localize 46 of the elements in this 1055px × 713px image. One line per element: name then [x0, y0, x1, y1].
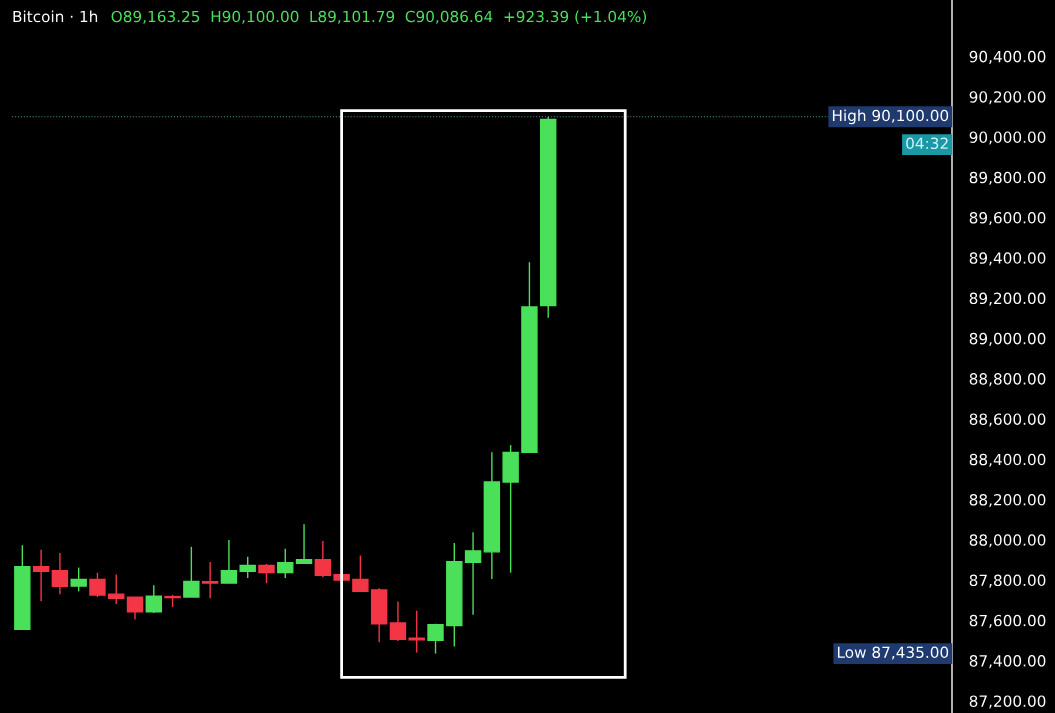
- y-tick-label: 87,800.00: [969, 574, 1046, 588]
- candlestick: [51, 552, 69, 595]
- candlestick: [89, 572, 106, 598]
- annotation: +923.39 (+1.04%): [504, 10, 647, 25]
- y-tick-label: 88,200.00: [969, 493, 1046, 508]
- candlestick: [201, 561, 219, 599]
- y-tick-label: 90,000.00: [969, 131, 1046, 145]
- candlestick: [464, 531, 482, 616]
- y-tick-label: 88,800.00: [969, 373, 1046, 387]
- annotation: C90,086.64: [405, 10, 493, 24]
- annotation: 04:32: [906, 137, 948, 150]
- candlestick: [70, 566, 87, 593]
- annotation: O89,163.25: [111, 10, 200, 24]
- candlestick: [220, 539, 238, 584]
- y-tick-label: 90,400.00: [969, 50, 1046, 64]
- annotation: L89,101.79: [310, 10, 395, 24]
- y-tick-label: 87,600.00: [969, 614, 1046, 628]
- candlestick: [258, 563, 275, 584]
- y-tick-label: 89,400.00: [969, 252, 1046, 266]
- y-tick-label: 89,200.00: [969, 292, 1046, 306]
- y-tick-label: 88,400.00: [969, 453, 1046, 467]
- candlestick: [314, 540, 332, 578]
- candlestick: [295, 523, 313, 565]
- candlestick: [427, 623, 444, 655]
- y-tick-label: 87,400.00: [969, 655, 1046, 669]
- candlestick: [32, 549, 50, 602]
- annotation: H90,100.00: [211, 10, 299, 24]
- candlestick: [352, 554, 369, 593]
- candlestick: [408, 609, 425, 654]
- candlestick: [389, 600, 407, 642]
- candlestick: [183, 546, 200, 598]
- text: Bitcoin · 1h: [13, 10, 98, 23]
- y-tick-label: 88,000.00: [969, 534, 1046, 548]
- y-tick-label: 90,200.00: [969, 91, 1046, 105]
- candlestick: [277, 548, 294, 579]
- annotation: High 90,100.00: [832, 109, 949, 125]
- candlestick: [108, 573, 125, 605]
- y-tick-label: 89,600.00: [969, 211, 1046, 226]
- y-tick-label: 89,800.00: [969, 171, 1046, 185]
- y-tick-label: 88,600.00: [969, 413, 1046, 427]
- candlestick: [126, 596, 144, 621]
- candlestick: [239, 556, 256, 579]
- y-tick-label: 87,200.00: [969, 695, 1046, 709]
- y-tick-label: 89,000.00: [969, 332, 1046, 346]
- annotation: Low 87,435.00: [837, 646, 949, 660]
- candlestick: [145, 584, 163, 614]
